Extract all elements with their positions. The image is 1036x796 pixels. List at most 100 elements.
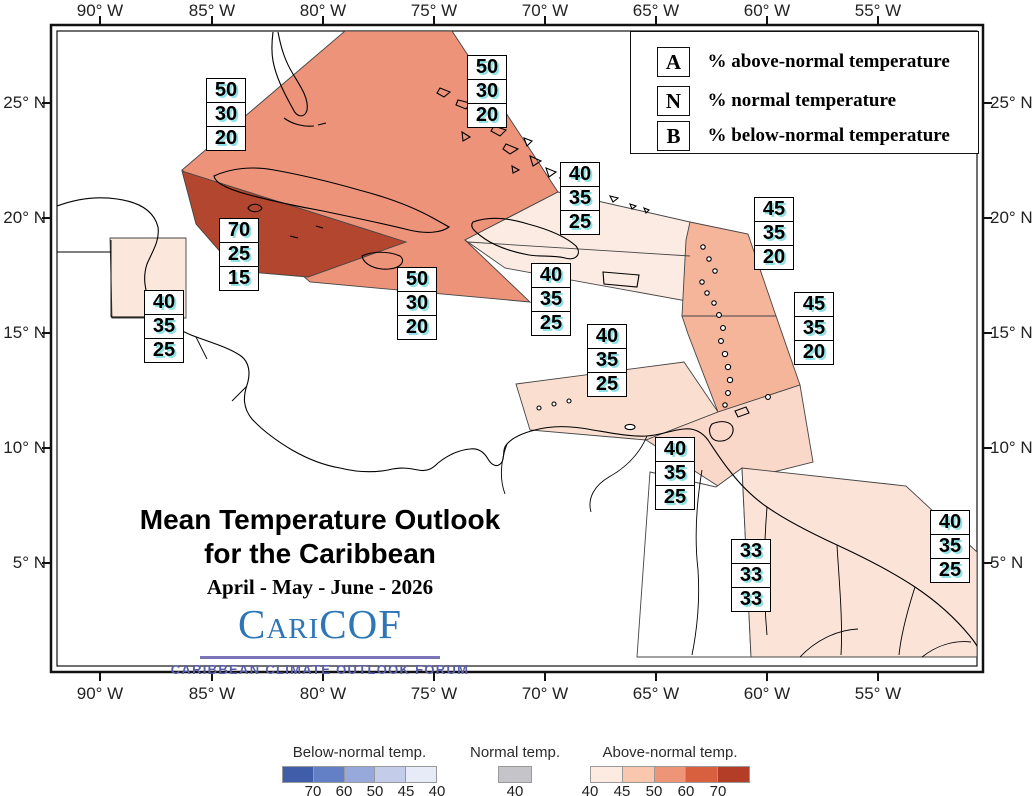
below-normal-probability: 20 — [207, 126, 245, 150]
latitude-label-right: 15° N — [990, 323, 1033, 342]
longitude-tick — [655, 16, 657, 25]
scale-segment — [405, 766, 437, 783]
longitude-tick — [655, 672, 657, 681]
above-normal-probability: 50 — [475, 56, 499, 78]
longitude-tick — [877, 16, 879, 25]
florida-coastline — [271, 31, 308, 117]
forecast-period: April - May - June - 2026 — [206, 575, 434, 599]
longitude-label-top: 85° W — [188, 1, 236, 20]
scale-tick-label: 50 — [366, 783, 384, 796]
forecast-zone-french-guiana-suriname — [741, 467, 977, 658]
zone-divider-line — [467, 241, 691, 257]
below-normal-probability: 20 — [755, 245, 793, 269]
scale-tick-label: 50 — [645, 783, 663, 796]
isla-juventud — [247, 203, 263, 213]
latitude-tick — [42, 332, 51, 334]
below-normal-probability: 25 — [588, 372, 626, 396]
scale-segment — [282, 766, 314, 783]
cayman-islands — [289, 225, 324, 239]
above-normal-probability: 40 — [539, 264, 563, 286]
longitude-label-top: 80° W — [299, 1, 347, 20]
logo-underline — [200, 656, 440, 659]
longitude-tick — [433, 16, 435, 25]
latitude-tick — [983, 217, 992, 219]
florida-keys — [283, 117, 327, 127]
scale-segment — [374, 766, 407, 783]
legend-row-below: B % below-normal temperature — [657, 121, 950, 151]
latitude-label-right: 25° N — [990, 93, 1033, 112]
longitude-label-bottom: 65° W — [632, 684, 680, 703]
latitude-label-right: 10° N — [990, 438, 1033, 457]
latitude-tick — [983, 102, 992, 104]
legend-symbol-b: B — [657, 121, 690, 151]
normal-probability: 35 — [561, 186, 599, 210]
longitude-tick — [99, 16, 101, 25]
latitude-tick — [42, 447, 51, 449]
below-normal-probability: 25 — [561, 210, 599, 234]
below-normal-probability: 15 — [220, 266, 258, 290]
longitude-tick — [211, 16, 213, 25]
normal-scale-bar — [498, 766, 532, 783]
above-normal-probability: 50 — [405, 268, 429, 290]
longitude-label-bottom: 55° W — [854, 684, 902, 703]
above-normal-probability: 40 — [938, 511, 962, 533]
below-normal-probability: 20 — [398, 315, 436, 339]
longitude-tick — [99, 672, 101, 681]
cuba-coastline — [213, 167, 451, 233]
legend-label-below: % below-normal temperature — [707, 125, 950, 146]
probability-box-abc-islands: 40 35 25 — [587, 324, 627, 397]
normal-probability: 30 — [468, 79, 506, 103]
above-normal-scale-title: Above-normal temp. — [602, 744, 738, 761]
probability-box-hispaniola: 40 35 25 — [560, 162, 600, 235]
longitude-tick — [211, 672, 213, 681]
scale-tick-label: 45 — [397, 783, 415, 796]
probability-box-puerto-rico: 40 35 25 — [531, 263, 571, 336]
above-normal-probability: 45 — [762, 198, 786, 220]
longitude-label-top: 70° W — [521, 1, 569, 20]
scale-segment — [343, 766, 376, 783]
longitude-tick — [544, 16, 546, 25]
longitude-tick — [877, 672, 879, 681]
below-normal-scale-title: Below-normal temp. — [292, 744, 427, 761]
logo-tagline: CARIBBEAN CLIMATE OUTLOOK FORUM — [170, 662, 470, 677]
latitude-label-right: 20° N — [990, 208, 1033, 227]
longitude-label-top: 65° W — [632, 1, 680, 20]
logo-part-3: COF — [319, 601, 403, 647]
probability-box-leeward-islands: 45 35 20 — [754, 197, 794, 270]
scale-segment — [590, 766, 623, 783]
latitude-label-left: 10° N — [3, 438, 46, 457]
trinidad-tobago-coastline — [709, 406, 750, 442]
longitude-tick — [544, 672, 546, 681]
above-normal-scale-bar — [590, 766, 750, 783]
map-inner-frame — [56, 30, 978, 667]
scale-tick-label: 60 — [335, 783, 353, 796]
longitude-tick — [433, 672, 435, 681]
map-title-line2: for the Caribbean — [204, 538, 436, 569]
longitude-label-top: 60° W — [743, 1, 791, 20]
map-title-line1: Mean Temperature Outlook — [139, 504, 501, 535]
legend-symbol-n: N — [657, 86, 690, 116]
legend-label-above: % above-normal temperature — [707, 51, 950, 72]
probability-box-windward-islands: 45 35 20 — [794, 292, 834, 365]
longitude-label-top: 90° W — [76, 1, 124, 20]
latitude-label-right: 5° N — [990, 553, 1024, 572]
longitude-label-top: 55° W — [854, 1, 902, 20]
latitude-tick — [983, 447, 992, 449]
latitude-tick — [983, 332, 992, 334]
scale-segment — [685, 766, 719, 783]
scale-tick-label: 40 — [581, 783, 599, 796]
scale-tick-label: 70 — [709, 783, 727, 796]
jamaica-coastline — [361, 251, 404, 270]
below-normal-probability: 25 — [656, 485, 694, 509]
normal-scale-title: Normal temp. — [469, 744, 561, 761]
scale-tick-label: 60 — [677, 783, 695, 796]
normal-probability: 35 — [931, 534, 969, 558]
country-borders — [57, 240, 248, 402]
normal-probability: 30 — [207, 102, 245, 126]
legend-row-normal: N % normal temperature — [657, 86, 896, 116]
above-normal-probability: 40 — [568, 163, 592, 185]
probability-box-belize: 40 35 25 — [144, 290, 184, 363]
normal-probability: 30 — [398, 291, 436, 315]
longitude-tick — [322, 672, 324, 681]
